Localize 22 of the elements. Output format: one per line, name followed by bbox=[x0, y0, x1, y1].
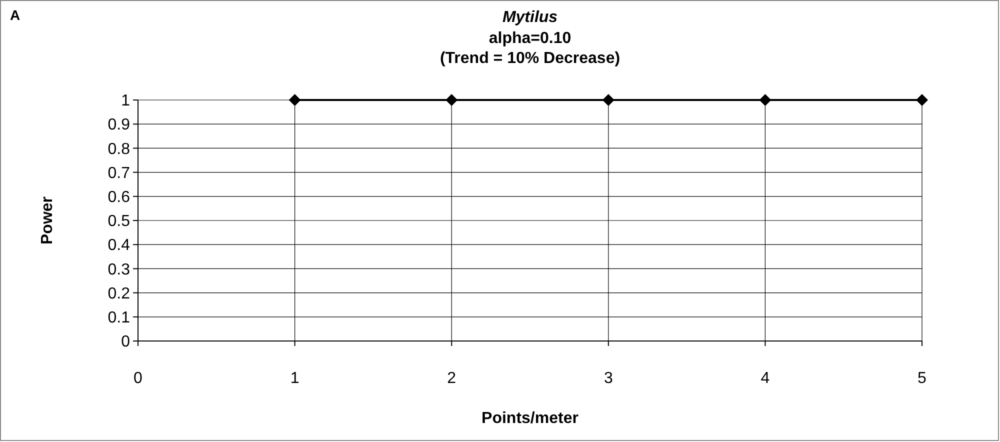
x-tick-label: 1 bbox=[290, 370, 300, 387]
y-tick-label: 0.3 bbox=[108, 261, 130, 278]
y-tick-label: 0.2 bbox=[108, 285, 130, 302]
y-tick-label: 0.5 bbox=[108, 213, 130, 230]
y-axis-title: Power bbox=[39, 196, 56, 245]
y-tick-label: 0.7 bbox=[108, 164, 130, 182]
x-tick-label: 4 bbox=[760, 370, 770, 387]
y-tick-label: 0.1 bbox=[108, 310, 130, 326]
x-axis-title: Points/meter bbox=[482, 410, 578, 427]
y-tick-label: 0 bbox=[121, 334, 130, 351]
y-tick-label: 1 bbox=[121, 92, 130, 110]
x-tick-label: 0 bbox=[134, 370, 143, 387]
x-tick-label: 5 bbox=[918, 370, 927, 387]
y-tick-label: 0.9 bbox=[108, 116, 130, 134]
chart-subtitle: alpha=0.10 (Trend = 10% Decrease) bbox=[440, 30, 620, 67]
x-tick-label: 3 bbox=[604, 370, 613, 387]
x-tick-label: 2 bbox=[447, 370, 456, 387]
chart-title: Mytilus bbox=[502, 9, 558, 26]
y-tick-label: 0.6 bbox=[108, 189, 130, 206]
y-tick-label: 0.8 bbox=[108, 140, 130, 158]
text: A bbox=[10, 7, 20, 23]
y-tick-label: 0.4 bbox=[108, 237, 130, 254]
